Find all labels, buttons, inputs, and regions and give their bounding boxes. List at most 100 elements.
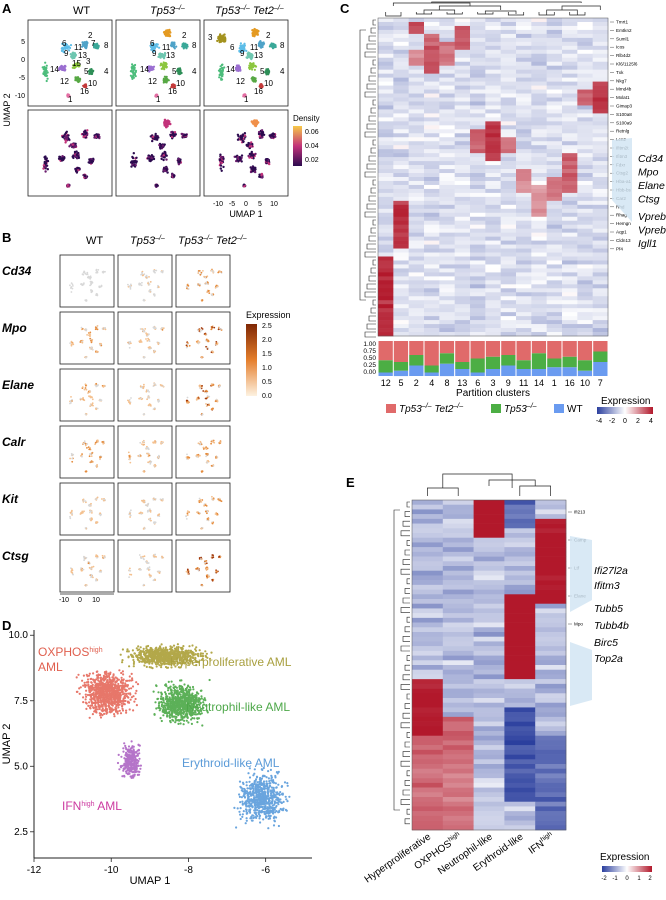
heatmap-cell	[378, 41, 394, 47]
expr-point	[71, 568, 73, 570]
density-point	[73, 150, 77, 154]
expr-point	[127, 451, 130, 454]
expr-frame	[59, 539, 115, 593]
heatmap-cell	[439, 141, 455, 146]
density-point	[267, 161, 270, 165]
expr-point	[148, 290, 151, 293]
heatmap-cell	[408, 45, 425, 51]
dendrogram-branch	[366, 323, 376, 330]
heatmap-cell	[516, 208, 532, 214]
heatmap-cell	[562, 200, 578, 206]
heatmap-cell	[485, 216, 501, 222]
umap-point	[96, 42, 99, 45]
expr-point	[96, 328, 99, 331]
heatmap-cell	[485, 121, 501, 126]
umap-point	[253, 32, 257, 35]
heatmap-cell	[500, 137, 517, 142]
expr-point	[83, 440, 86, 443]
heatmap-cell	[546, 45, 563, 51]
expr-point	[185, 570, 188, 573]
heatmap-cell	[393, 145, 409, 150]
density-point	[252, 153, 255, 157]
umap-point	[146, 66, 150, 69]
expr-frame	[175, 425, 231, 479]
heatmap-cell	[470, 177, 486, 182]
cluster-label-3: 3	[86, 57, 91, 66]
density-point	[151, 135, 155, 138]
heatmap-cell	[485, 117, 501, 122]
expr-point	[129, 512, 131, 515]
heatmap-cell	[516, 188, 532, 194]
heatmap-cell	[562, 157, 578, 162]
heatmap-cell	[424, 89, 440, 94]
expr-point	[83, 388, 86, 391]
heatmap-cell	[393, 105, 409, 110]
panel-a-frame-6	[203, 109, 289, 197]
expr-point	[211, 327, 213, 330]
umap-point	[84, 42, 87, 45]
umap-point	[132, 76, 135, 79]
heatmap-cell	[454, 101, 471, 106]
heatmap-cell	[531, 18, 547, 23]
expr-point	[97, 269, 100, 271]
heatmap-cell	[577, 37, 593, 43]
dendrogram-branch	[370, 187, 376, 194]
heatmap-cell	[393, 133, 409, 138]
expr-point	[91, 452, 93, 454]
heatmap-cell	[408, 220, 425, 225]
heatmap-cell	[424, 137, 440, 142]
heatmap-cell	[424, 57, 440, 63]
heatmap-cell	[531, 125, 547, 130]
heatmap-cell	[500, 125, 517, 130]
heatmap-cell	[546, 37, 563, 43]
heatmap-cell	[577, 97, 593, 102]
heatmap-cell	[439, 145, 455, 150]
expr-point	[212, 556, 215, 559]
expr-point	[206, 348, 209, 350]
heatmap-cell	[562, 37, 578, 43]
cluster-label-3c: 3	[208, 33, 213, 42]
heatmap-cell	[408, 137, 425, 142]
expr-point	[129, 461, 132, 464]
umap-point	[239, 44, 242, 47]
expr-point	[186, 284, 189, 286]
heatmap-cell	[531, 121, 547, 126]
expr-point	[160, 270, 163, 273]
heatmap-cell	[562, 33, 578, 39]
umap-point	[61, 46, 64, 49]
expr-point	[83, 271, 86, 274]
heatmap-cell	[393, 57, 409, 63]
heatmap-cell	[378, 29, 394, 35]
heatmap-cell	[485, 157, 501, 162]
heatmap-cell	[592, 33, 609, 39]
dendrogram-branch	[392, 2, 471, 6]
heatmap-cell	[546, 137, 563, 142]
expr-point	[143, 413, 146, 416]
expr-point	[128, 569, 131, 572]
expr-point	[208, 395, 211, 398]
heatmap-cell	[562, 141, 578, 146]
heatmap-cell	[531, 77, 547, 82]
heatmap-cell	[546, 33, 563, 39]
umap-point	[131, 63, 134, 66]
expr-point	[198, 328, 201, 331]
heatmap-cell	[592, 61, 609, 67]
expr-point	[204, 276, 207, 279]
umap-point	[74, 64, 77, 67]
heatmap-cell	[408, 216, 425, 222]
heatmap-cell	[546, 85, 563, 90]
umap-point	[218, 40, 221, 44]
expr-point	[72, 343, 75, 346]
heatmap-cell	[592, 21, 609, 27]
umap-point	[150, 48, 153, 51]
heatmap-cell	[516, 212, 532, 218]
heatmap-cell	[516, 165, 532, 170]
heatmap-cell	[562, 109, 578, 114]
heatmap-cell	[393, 21, 409, 27]
heatmap-cell	[546, 208, 563, 214]
panel-a-frame-5	[115, 109, 201, 197]
expr-point	[212, 465, 215, 467]
expr-point	[91, 512, 93, 514]
umap-point	[167, 33, 170, 36]
heatmap-cell	[485, 204, 501, 210]
